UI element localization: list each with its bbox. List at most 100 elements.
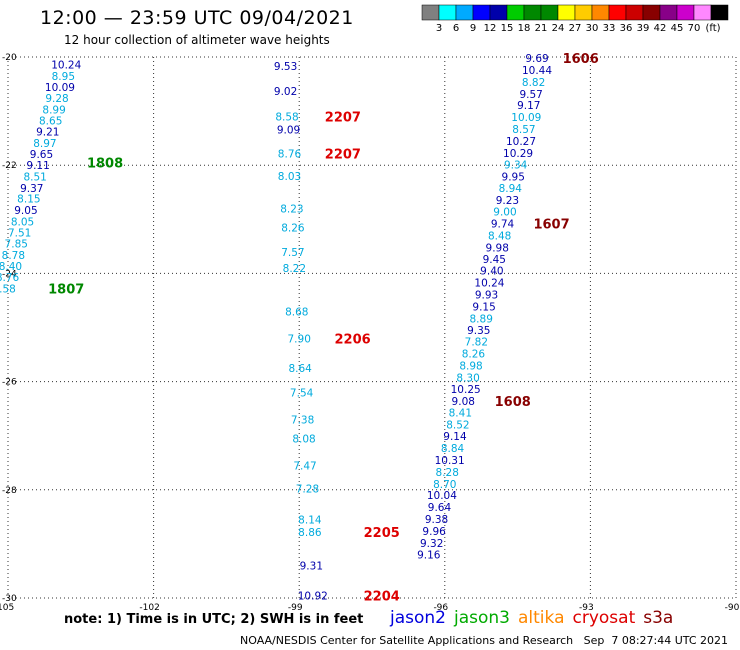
wave-height-label: 8.89 (470, 313, 493, 325)
wave-height-label: 10.27 (506, 136, 536, 148)
wave-height-label: 10.09 (511, 112, 541, 124)
wave-height-label: 9.65 (30, 149, 53, 161)
wave-height-label: 9.31 (300, 561, 323, 573)
wave-height-label: 8.14 (298, 515, 322, 527)
wave-height-label: 7.54 (290, 387, 314, 399)
wave-height-label: 10.31 (435, 455, 465, 467)
wave-height-label: 8.76 (0, 272, 20, 284)
y-tick-label: -20 (2, 53, 17, 63)
legend-item: jason3 (454, 608, 510, 628)
wave-height-label: 9.02 (274, 86, 297, 98)
wave-height-label: 8.41 (449, 407, 472, 419)
scale-unit: (ft) (705, 23, 720, 34)
wave-height-label: 7.85 (5, 239, 28, 251)
wave-height-label: 8.22 (283, 263, 306, 275)
wave-height-label: 10.29 (503, 148, 533, 160)
wave-height-label: 8.26 (462, 348, 486, 360)
y-tick-label: -30 (2, 594, 17, 604)
wave-height-label: 7.38 (291, 414, 314, 426)
wave-height-label: 8.84 (441, 443, 465, 455)
scale-label: 42 (654, 23, 667, 34)
legend-item: s3a (643, 608, 674, 628)
scale-label: 45 (671, 23, 684, 34)
wave-height-label: 9.05 (14, 205, 37, 217)
wave-height-label: 9.28 (45, 93, 68, 105)
scale-label: 70 (688, 23, 701, 34)
x-tick-label: -99 (288, 603, 303, 613)
wave-height-label: 7.57 (281, 247, 304, 259)
scale-label: 36 (620, 23, 633, 34)
x-tick-label: -93 (579, 603, 594, 613)
page-title: 12:00 — 23:59 UTC 09/04/2021 (40, 7, 354, 29)
scale-label: 39 (637, 23, 650, 34)
wave-height-label: 8.82 (522, 77, 545, 89)
wave-height-label: 7.82 (465, 337, 488, 349)
wave-height-label: 9.98 (486, 242, 509, 254)
wave-height-label: 9.15 (472, 301, 495, 313)
wave-height-label: 10.25 (451, 384, 481, 396)
scale-label: 6 (453, 23, 459, 34)
wave-height-label: 7.47 (293, 460, 316, 472)
y-tick-label: -22 (2, 161, 17, 171)
wave-height-label: 10.04 (427, 490, 457, 502)
pass-time-label: 2204 (364, 589, 400, 604)
wave-height-label: 8.03 (278, 171, 301, 183)
note-text: note: 1) Time is in UTC; 2) SWH is in fe… (64, 612, 364, 627)
wave-height-label: 8.97 (33, 138, 56, 150)
wave-height-label: 9.32 (420, 538, 443, 550)
wave-height-label: 7.51 (8, 227, 31, 239)
wave-height-label: 8.65 (39, 115, 62, 127)
pass-time-label: 2207 (325, 147, 361, 162)
wave-height-label: 8.78 (2, 250, 25, 262)
wave-height-label: 8.99 (42, 104, 65, 116)
scale-label: 33 (603, 23, 616, 34)
wave-height-label: 8.48 (488, 231, 511, 243)
wave-height-label: 9.16 (417, 550, 441, 562)
y-tick-label: -28 (2, 486, 17, 496)
scale-label: 21 (535, 23, 548, 34)
scale-label: 15 (501, 23, 514, 34)
wave-height-label: 8.08 (292, 433, 315, 445)
wave-height-label: 9.95 (502, 172, 525, 184)
wave-height-label: 9.17 (517, 100, 540, 112)
wave-height-label: 10.92 (298, 590, 328, 602)
wave-height-label: 8.94 (499, 183, 523, 195)
wave-height-label: 9.37 (20, 183, 43, 195)
legend-item: cryosat (572, 608, 636, 628)
wave-height-label: 7.90 (288, 333, 311, 345)
wave-height-label: 8.95 (52, 71, 75, 83)
color-scale: 3 6 9 12 15 18 21 24 27 30 33 36 39 42 45 70 (ft) (421, 4, 729, 34)
scale-label: 24 (552, 23, 565, 34)
wave-height-label: 9.21 (36, 127, 59, 139)
wave-height-label: 8.52 (446, 419, 469, 431)
wave-height-label: 8.23 (280, 203, 303, 215)
legend-item: jason2 (390, 608, 446, 628)
pass-time-label: 2207 (325, 111, 361, 126)
wave-height-label: 8.76 (278, 148, 302, 160)
scale-label: 3 (436, 23, 442, 34)
wave-height-label: 9.64 (428, 502, 452, 514)
scale-label: 18 (518, 23, 531, 34)
wave-height-label: 8.68 (285, 306, 308, 318)
wave-height-label: 9.45 (483, 254, 506, 266)
y-tick-label: -26 (2, 378, 17, 388)
satellite-legend: jason2 jason3 altika cryosat s3a (390, 608, 681, 628)
pass-time-label: 1606 (563, 52, 599, 67)
wave-height-label: 9.00 (493, 207, 516, 219)
wave-height-label: 8.51 (23, 172, 46, 184)
wave-height-label: 8.05 (11, 216, 34, 228)
credit-text: NOAA/NESDIS Center for Satellite Applica… (240, 634, 729, 647)
x-tick-label: -102 (139, 603, 159, 613)
x-tick-label: -105 (0, 603, 14, 613)
wave-height-label: 10.09 (45, 82, 75, 94)
scale-label: 30 (586, 23, 599, 34)
wave-height-label: 8.64 (288, 363, 312, 375)
pass-time-label: 1808 (87, 156, 123, 171)
wave-height-label: 9.53 (274, 61, 297, 73)
pass-time-label: 1608 (495, 395, 531, 410)
wave-height-label: 10.44 (522, 65, 552, 77)
wave-height-label: 9.93 (475, 289, 498, 301)
wave-height-label: 9.11 (26, 160, 49, 172)
legend-item: altika (518, 608, 565, 628)
